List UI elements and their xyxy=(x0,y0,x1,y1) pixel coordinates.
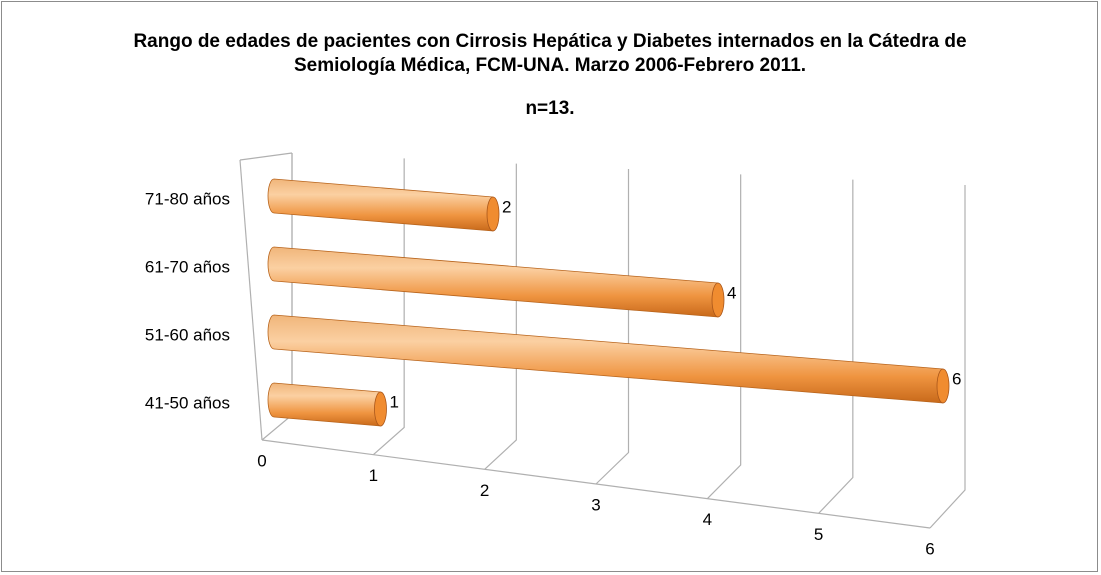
x-tick-label: 2 xyxy=(480,481,489,500)
bar xyxy=(267,382,381,427)
grid-line xyxy=(484,163,517,470)
bar xyxy=(267,246,719,318)
x-tick-label: 3 xyxy=(591,495,600,514)
value-label: 2 xyxy=(502,197,511,216)
value-label: 6 xyxy=(952,369,961,388)
y-tick-label: 41-50 años xyxy=(145,393,230,412)
grid-line xyxy=(818,179,854,514)
x-axis-line xyxy=(261,439,931,529)
value-label: 1 xyxy=(390,392,399,411)
value-label: 4 xyxy=(727,283,736,302)
x-tick-label: 4 xyxy=(703,510,712,529)
left-wall-top xyxy=(239,152,293,161)
bar-cap xyxy=(486,196,500,232)
chart-subtitle: n=13. xyxy=(525,98,575,119)
left-wall-edge xyxy=(239,159,263,441)
bar-cap xyxy=(711,282,725,318)
y-tick-label: 51-60 años xyxy=(145,325,230,344)
x-tick-label: 6 xyxy=(925,539,934,558)
grid-line xyxy=(706,174,742,500)
bar xyxy=(267,178,494,232)
x-tick-label: 0 xyxy=(257,451,266,470)
grid-line xyxy=(929,185,966,529)
x-tick-label: 1 xyxy=(369,466,378,485)
y-tick-label: 61-70 años xyxy=(145,257,230,276)
x-tick-label: 5 xyxy=(814,525,823,544)
bar-cap xyxy=(936,368,950,404)
grid-line xyxy=(595,169,630,485)
chart-title: Rango de edades de pacientes con Cirrosi… xyxy=(133,31,967,76)
grid-line xyxy=(372,158,405,456)
y-tick-label: 71-80 años xyxy=(145,189,230,208)
bar-cap xyxy=(374,391,387,427)
bar xyxy=(267,314,944,404)
